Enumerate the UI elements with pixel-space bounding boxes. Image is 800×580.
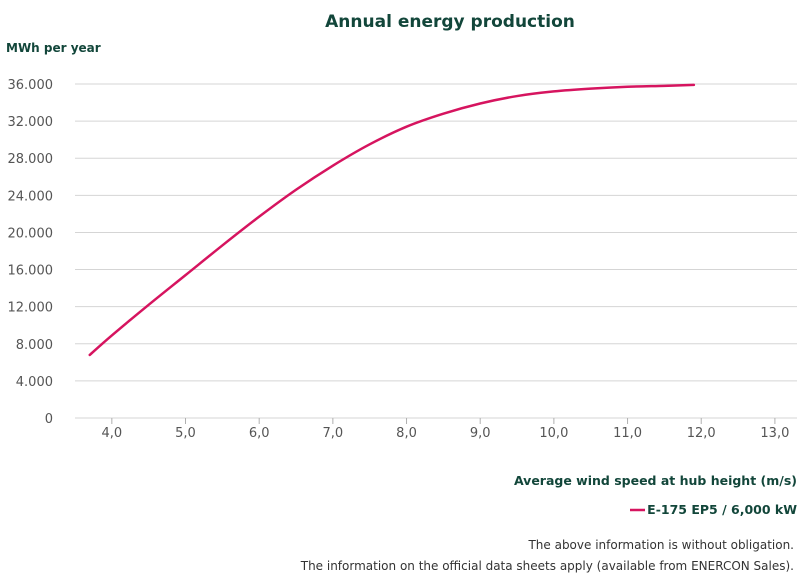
legend: E-175 EP5 / 6,000 kW	[630, 502, 797, 517]
x-tick-label: 5,0	[175, 426, 196, 441]
y-tick-label: 36.000	[8, 78, 54, 93]
x-axis-label: Average wind speed at hub height (m/s)	[514, 473, 797, 488]
y-tick-label: 4.000	[16, 375, 53, 390]
chart-title: Annual energy production	[325, 12, 575, 32]
y-tick-labels: 0 4.000 8.000 12.000 16.000 20.000 24.000 28.00…	[8, 78, 54, 427]
x-tick-label: 7,0	[323, 426, 344, 441]
y-tick-label: 16.000	[8, 264, 54, 279]
footnote-datasheets: The information on the official data she…	[300, 559, 794, 573]
y-tick-label: 24.000	[8, 189, 54, 204]
y-tick-label: 12.000	[8, 301, 54, 316]
series-line-e175	[88, 83, 696, 357]
x-tick-label: 10,0	[539, 426, 568, 441]
x-tick-label: 8,0	[396, 426, 417, 441]
legend-label-e175: E-175 EP5 / 6,000 kW	[647, 502, 797, 517]
grid-lines	[75, 83, 797, 419]
x-tick-labels: 4,0 5,0 6,0 7,0 8,0 9,0 10,0 11,0 12,0 13,0	[101, 418, 789, 441]
y-tick-label: 20.000	[8, 226, 54, 241]
x-tick-label: 11,0	[613, 426, 642, 441]
footnote-obligation: The above information is without obligat…	[528, 538, 794, 552]
y-axis-label: MWh per year	[6, 41, 101, 55]
x-tick-label: 4,0	[101, 426, 122, 441]
x-tick-label: 9,0	[470, 426, 491, 441]
x-tick-label: 6,0	[249, 426, 270, 441]
x-tick-label: 13,0	[760, 426, 789, 441]
y-tick-label: 32.000	[8, 115, 54, 130]
x-tick-label: 12,0	[687, 426, 716, 441]
series-lines	[88, 83, 696, 357]
y-tick-label: 28.000	[8, 152, 54, 167]
y-tick-label: 8.000	[16, 338, 53, 353]
y-tick-label: 0	[45, 412, 53, 427]
